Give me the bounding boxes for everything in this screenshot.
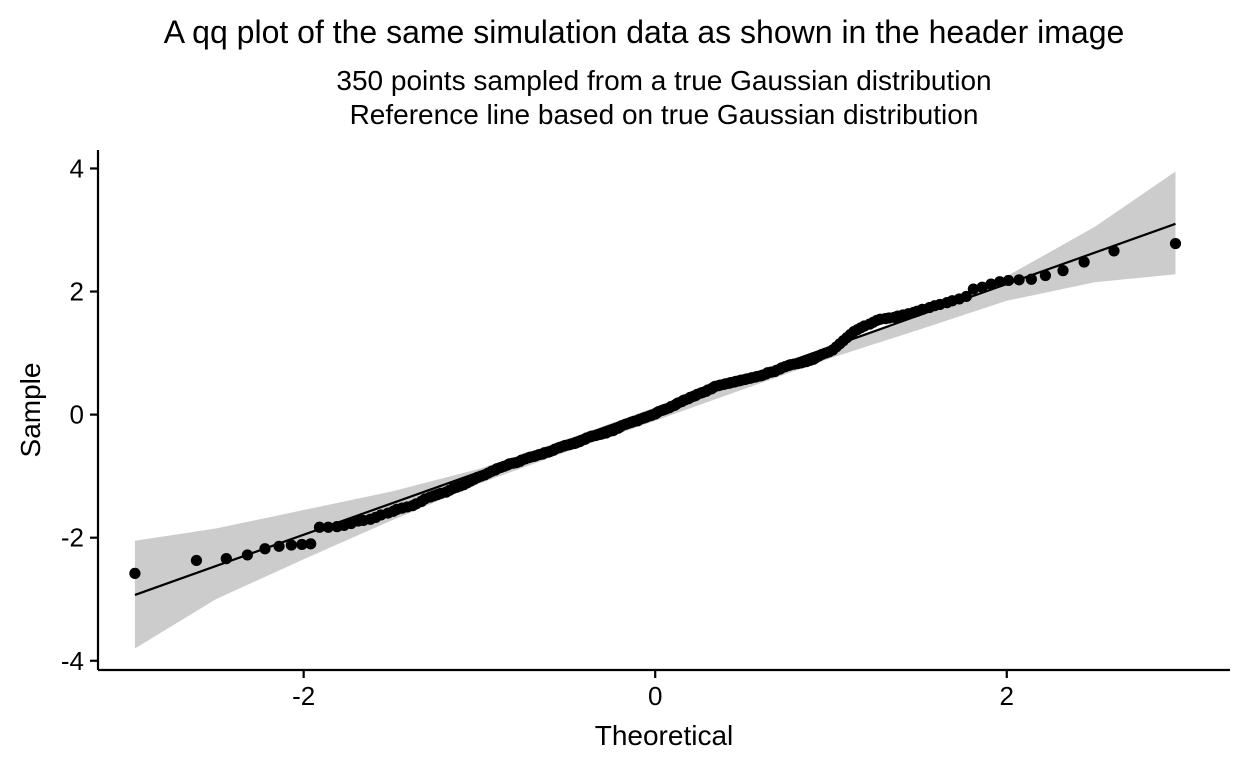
y-tick-label: 2 [70, 277, 84, 307]
y-tick-label: -4 [61, 646, 84, 676]
sample-point [967, 283, 979, 295]
sample-point [1078, 256, 1090, 268]
sample-point [241, 549, 254, 561]
y-tick-label: 0 [70, 400, 84, 430]
chart-title: A qq plot of the same simulation data as… [163, 14, 1125, 50]
chart-subtitle-line-1: 350 points sampled from a true Gaussian … [336, 65, 992, 96]
sample-point [259, 543, 271, 555]
axes-layer: -4 -2 0 2 4 -2 0 2 Theoretical Sample [15, 150, 1230, 751]
sample-point [296, 538, 308, 551]
sample-point [1169, 237, 1182, 250]
x-axis-label: Theoretical [595, 720, 734, 751]
sample-points-layer [129, 237, 1182, 579]
y-axis-label: Sample [15, 363, 46, 458]
sample-point [960, 290, 972, 303]
y-tick-label: 4 [70, 153, 84, 183]
sample-point [1013, 274, 1025, 286]
sample-point [1025, 273, 1037, 285]
x-tick-label: 0 [648, 681, 662, 711]
sample-point [129, 567, 141, 579]
sample-point [1108, 245, 1120, 257]
x-tick-label: -2 [292, 681, 315, 711]
sample-point [322, 521, 334, 533]
chart-subtitle-line-2: Reference line based on true Gaussian di… [349, 99, 979, 130]
sample-point [1057, 265, 1069, 277]
sample-point [190, 554, 203, 567]
y-tick-label: -2 [61, 523, 84, 553]
sample-point [313, 521, 326, 533]
sample-point [285, 539, 297, 551]
sample-point [1039, 269, 1052, 282]
sample-point [1002, 274, 1015, 287]
sample-point [273, 540, 285, 552]
sample-point [994, 276, 1006, 288]
sample-point [985, 278, 997, 290]
x-tick-label: 2 [1000, 681, 1014, 711]
sample-point [976, 281, 988, 293]
sample-point [305, 538, 317, 550]
sample-point [220, 553, 232, 565]
